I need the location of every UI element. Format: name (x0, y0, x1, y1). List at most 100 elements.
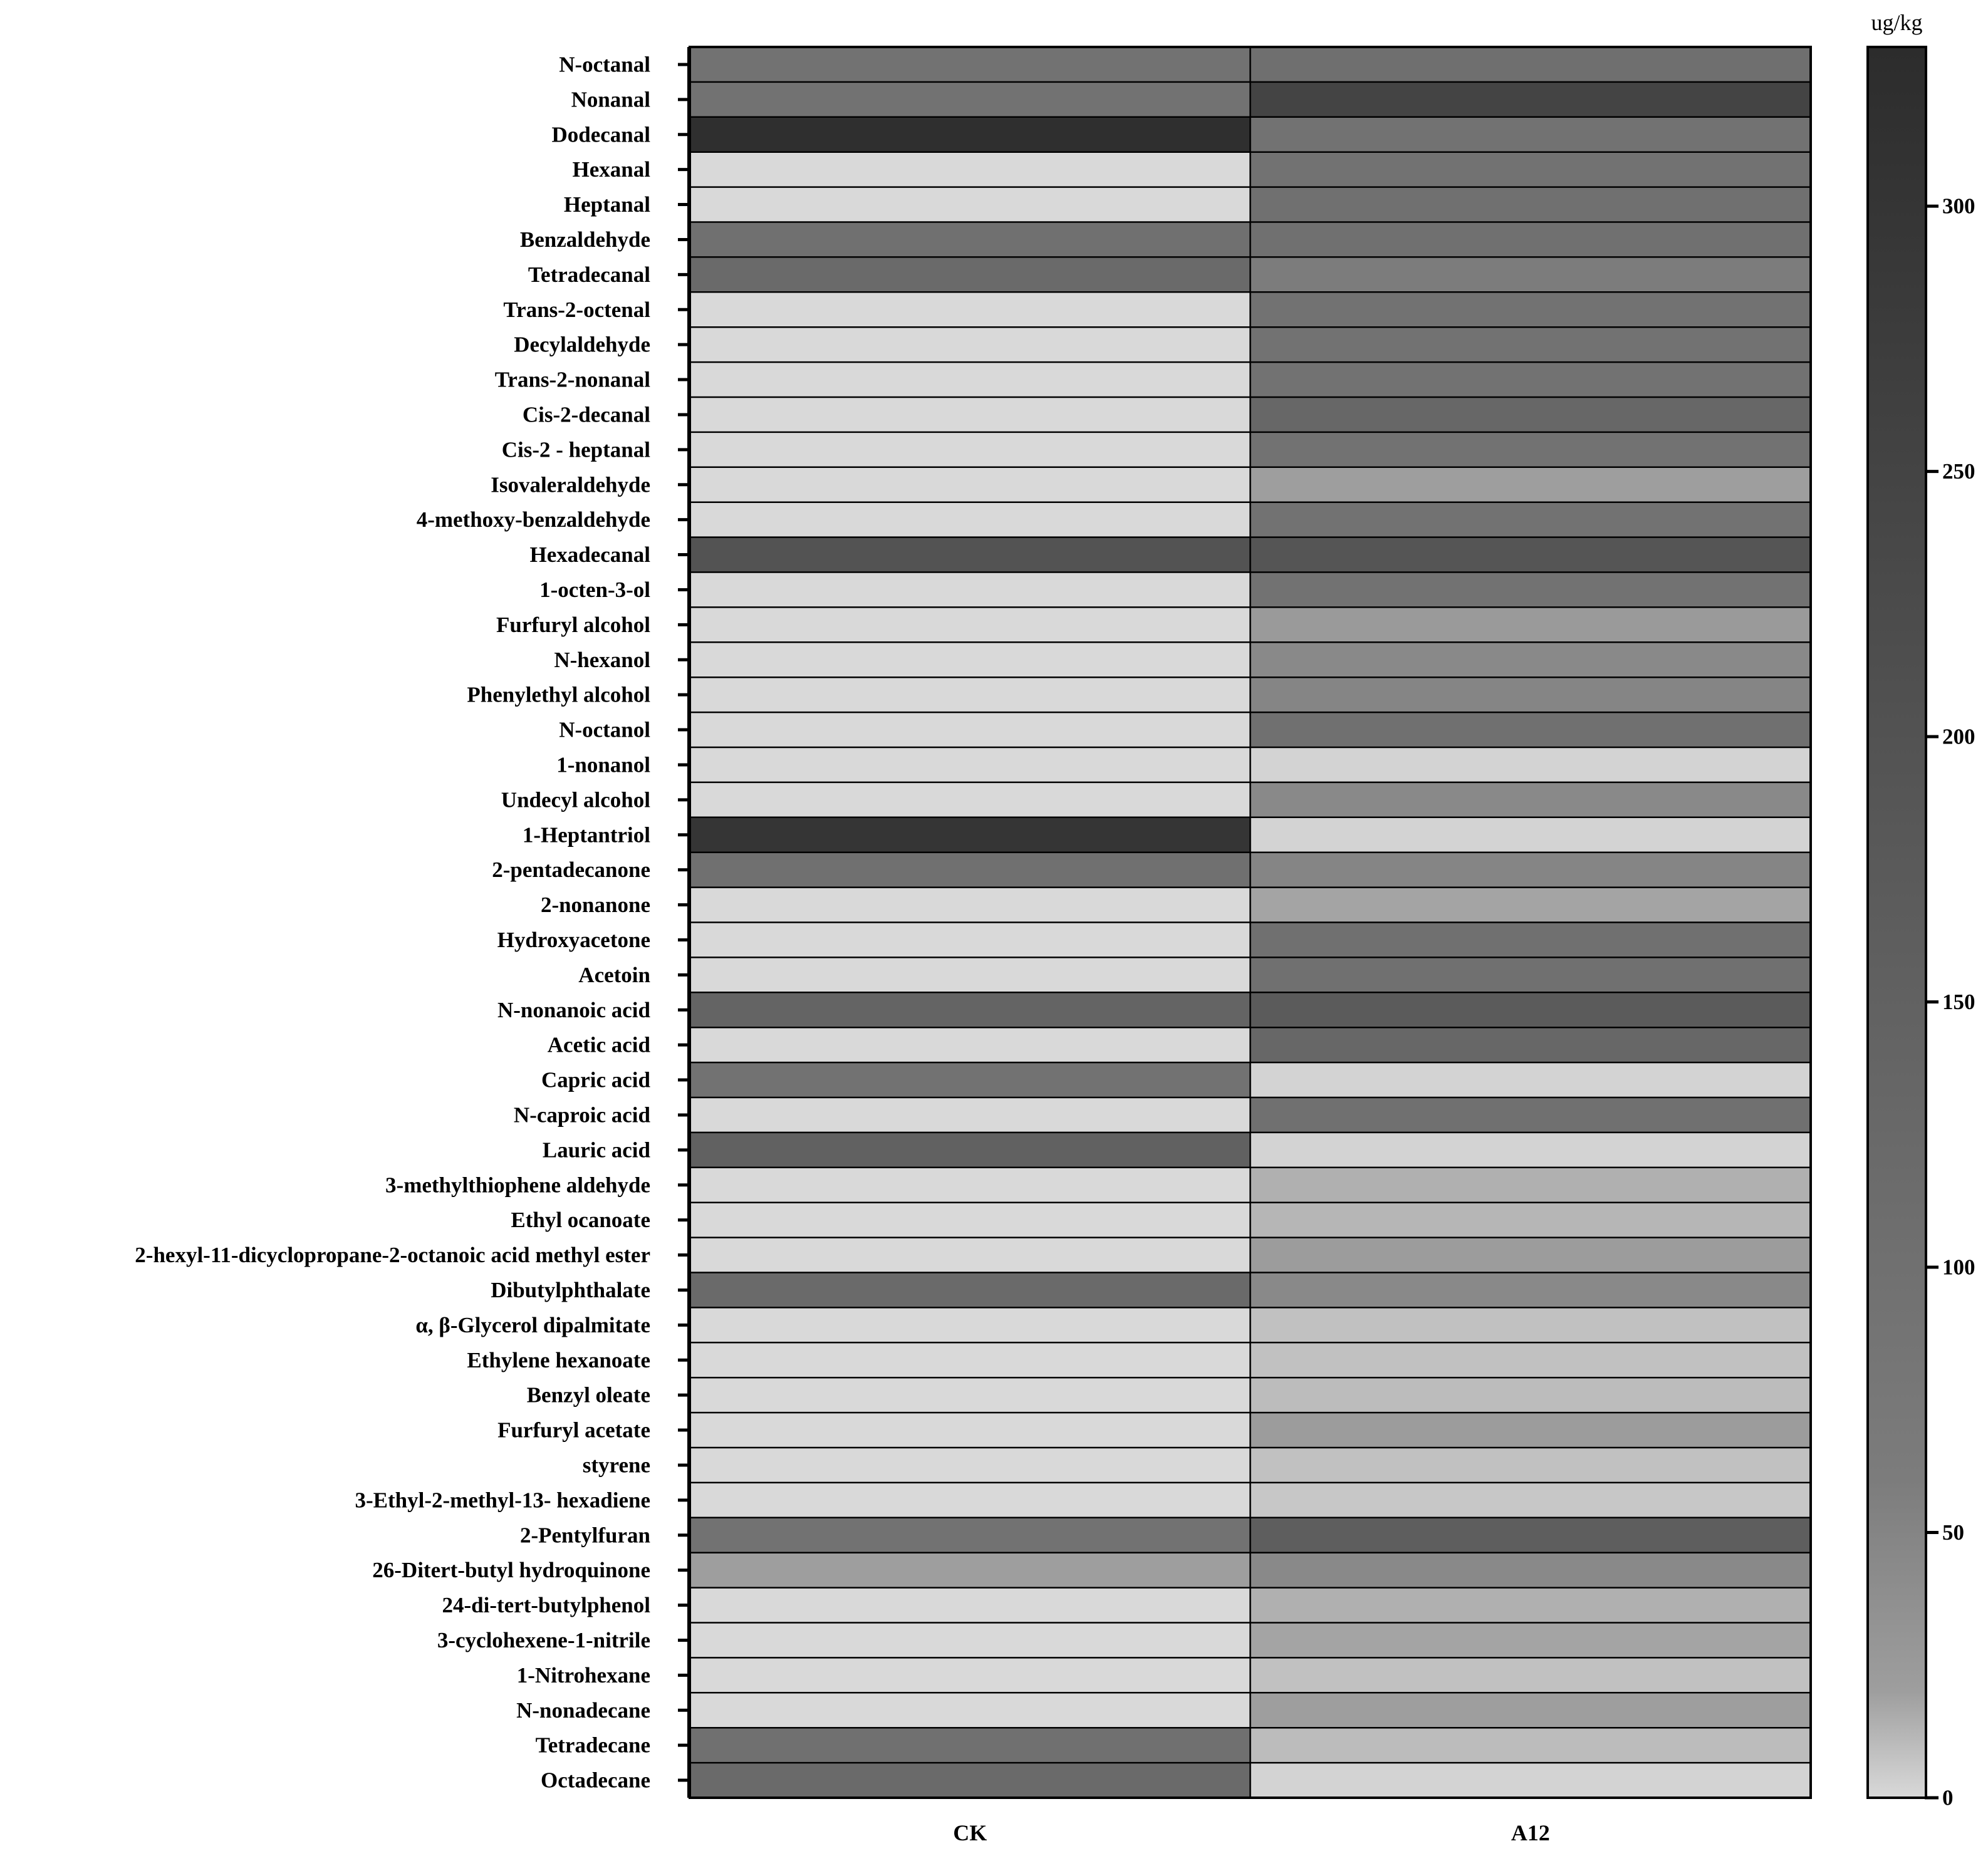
heatmap-cell (690, 1237, 1251, 1273)
row-label: N-caproic acid (514, 1102, 651, 1127)
heatmap-cell (690, 362, 1251, 397)
heatmap-cell (1250, 1377, 1811, 1413)
row-label: Decylaldehyde (514, 333, 650, 357)
row-label: α, β-Glycerol dipalmitate (415, 1313, 650, 1337)
row-label: Benzaldehyde (520, 227, 650, 252)
row-label: Hydroxyacetone (497, 928, 650, 952)
row-label: 1-Heptantriol (523, 822, 650, 847)
row-label: Tetradecanal (528, 262, 650, 287)
row-label: Ethylene hexanoate (467, 1348, 650, 1372)
row-label: 1-octen-3-ol (539, 578, 650, 602)
row-label: Cis-2 - heptanal (502, 437, 651, 462)
row-label: Trans-2-octenal (503, 298, 650, 322)
heatmap-cell (690, 467, 1251, 502)
heatmap-cell (690, 642, 1251, 678)
row-label: Trans-2-nonanal (495, 368, 651, 392)
row-label: Octadecane (541, 1768, 650, 1793)
heatmap-cell (1250, 607, 1811, 643)
row-label: Dibutylphthalate (491, 1278, 650, 1302)
heatmap-cell (1250, 887, 1811, 923)
heatmap-cell (690, 1517, 1251, 1553)
heatmap-cell (1250, 1132, 1811, 1168)
heatmap-grid (690, 47, 1811, 1798)
heatmap-cell (690, 292, 1251, 328)
colorbar-tick-label: 0 (1942, 1786, 1954, 1810)
row-label: Furfuryl acetate (497, 1418, 650, 1443)
heatmap-cell (690, 957, 1251, 993)
row-label: 2-pentadecanone (492, 858, 650, 882)
heatmap-cell (1250, 642, 1811, 678)
row-label: 4-methoxy-benzaldehyde (417, 507, 650, 532)
row-label: 2-nonanone (541, 893, 650, 917)
heatmap-cell (690, 887, 1251, 923)
heatmap-cell (690, 1062, 1251, 1097)
heatmap-cell (1250, 1272, 1811, 1308)
row-label: Tetradecane (536, 1733, 650, 1758)
heatmap-cell (690, 1763, 1251, 1798)
row-label: N-hexanol (554, 648, 650, 672)
heatmap-cell (690, 1448, 1251, 1483)
heatmap-cell (690, 817, 1251, 853)
row-label: Isovaleraldehyde (491, 472, 650, 497)
heatmap-cell (690, 502, 1251, 537)
heatmap-cell (1250, 677, 1811, 713)
heatmap-cell (1250, 1027, 1811, 1063)
heatmap-cell (690, 1307, 1251, 1343)
row-label: styrene (583, 1453, 650, 1477)
colorbar-gradient (1866, 46, 1927, 1799)
row-label: Benzyl oleate (527, 1383, 650, 1408)
heatmap-cell (1250, 1763, 1811, 1798)
heatmap-cell (690, 1413, 1251, 1448)
row-label: Dodecanal (552, 122, 651, 147)
heatmap-cell (1250, 1587, 1811, 1623)
heatmap-cell (690, 1377, 1251, 1413)
row-label: 1-nonanol (556, 752, 650, 777)
row-label: N-nonanoic acid (497, 998, 651, 1022)
heatmap-cell (690, 852, 1251, 888)
heatmap-cell (1250, 1062, 1811, 1097)
row-label: N-nonadecane (516, 1698, 650, 1723)
heatmap-cell (690, 1097, 1251, 1133)
row-label: Phenylethyl alcohol (467, 683, 650, 707)
heatmap-cell (1250, 397, 1811, 432)
colorbar-tick-label: 250 (1942, 459, 1975, 484)
heatmap-cell (690, 81, 1251, 117)
colorbar: ug/kg 0 50 100 150 200 250 300 (1866, 10, 1975, 1810)
heatmap-cell (1250, 1448, 1811, 1483)
row-label: Acetic acid (548, 1033, 651, 1057)
heatmap-cell (690, 992, 1251, 1028)
heatmap-cell (1250, 572, 1811, 608)
heatmap-cell (690, 1202, 1251, 1238)
heatmap-cell (1250, 362, 1811, 397)
heatmap-cell (1250, 187, 1811, 222)
row-label: 3-Ethyl-2-methyl-13- hexadiene (355, 1488, 650, 1512)
column-labels: CK A12 (953, 1820, 1550, 1845)
heatmap-cell (690, 1482, 1251, 1518)
heatmap-cell (1250, 1622, 1811, 1658)
colorbar-tick-label: 150 (1942, 990, 1975, 1014)
row-label: Ethyl ocanoate (511, 1208, 650, 1232)
colorbar-tick-label: 300 (1942, 194, 1975, 219)
heatmap-cell (690, 152, 1251, 187)
heatmap-cell (1250, 1693, 1811, 1728)
heatmap-cell (690, 327, 1251, 363)
heatmap-cell (690, 397, 1251, 432)
row-label: Lauric acid (543, 1138, 651, 1162)
row-label: 1-Nitrohexane (517, 1663, 650, 1688)
heatmap-cell (690, 187, 1251, 222)
heatmap-cell (690, 607, 1251, 643)
heatmap-cell (1250, 852, 1811, 888)
heatmap-cell (1250, 712, 1811, 747)
heatmap-cell (1250, 292, 1811, 328)
heatmap-cell (690, 747, 1251, 782)
row-label: Capric acid (541, 1068, 651, 1092)
heatmap-cell (1250, 1517, 1811, 1553)
heatmap-cell (690, 1132, 1251, 1168)
heatmap-cell (1250, 782, 1811, 817)
row-label: Hexanal (573, 157, 651, 182)
heatmap-cell (690, 47, 1251, 82)
heatmap-cell (690, 922, 1251, 958)
row-label: 3-cyclohexene-1-nitrile (437, 1628, 650, 1652)
row-label: Cis-2-decanal (523, 402, 650, 427)
